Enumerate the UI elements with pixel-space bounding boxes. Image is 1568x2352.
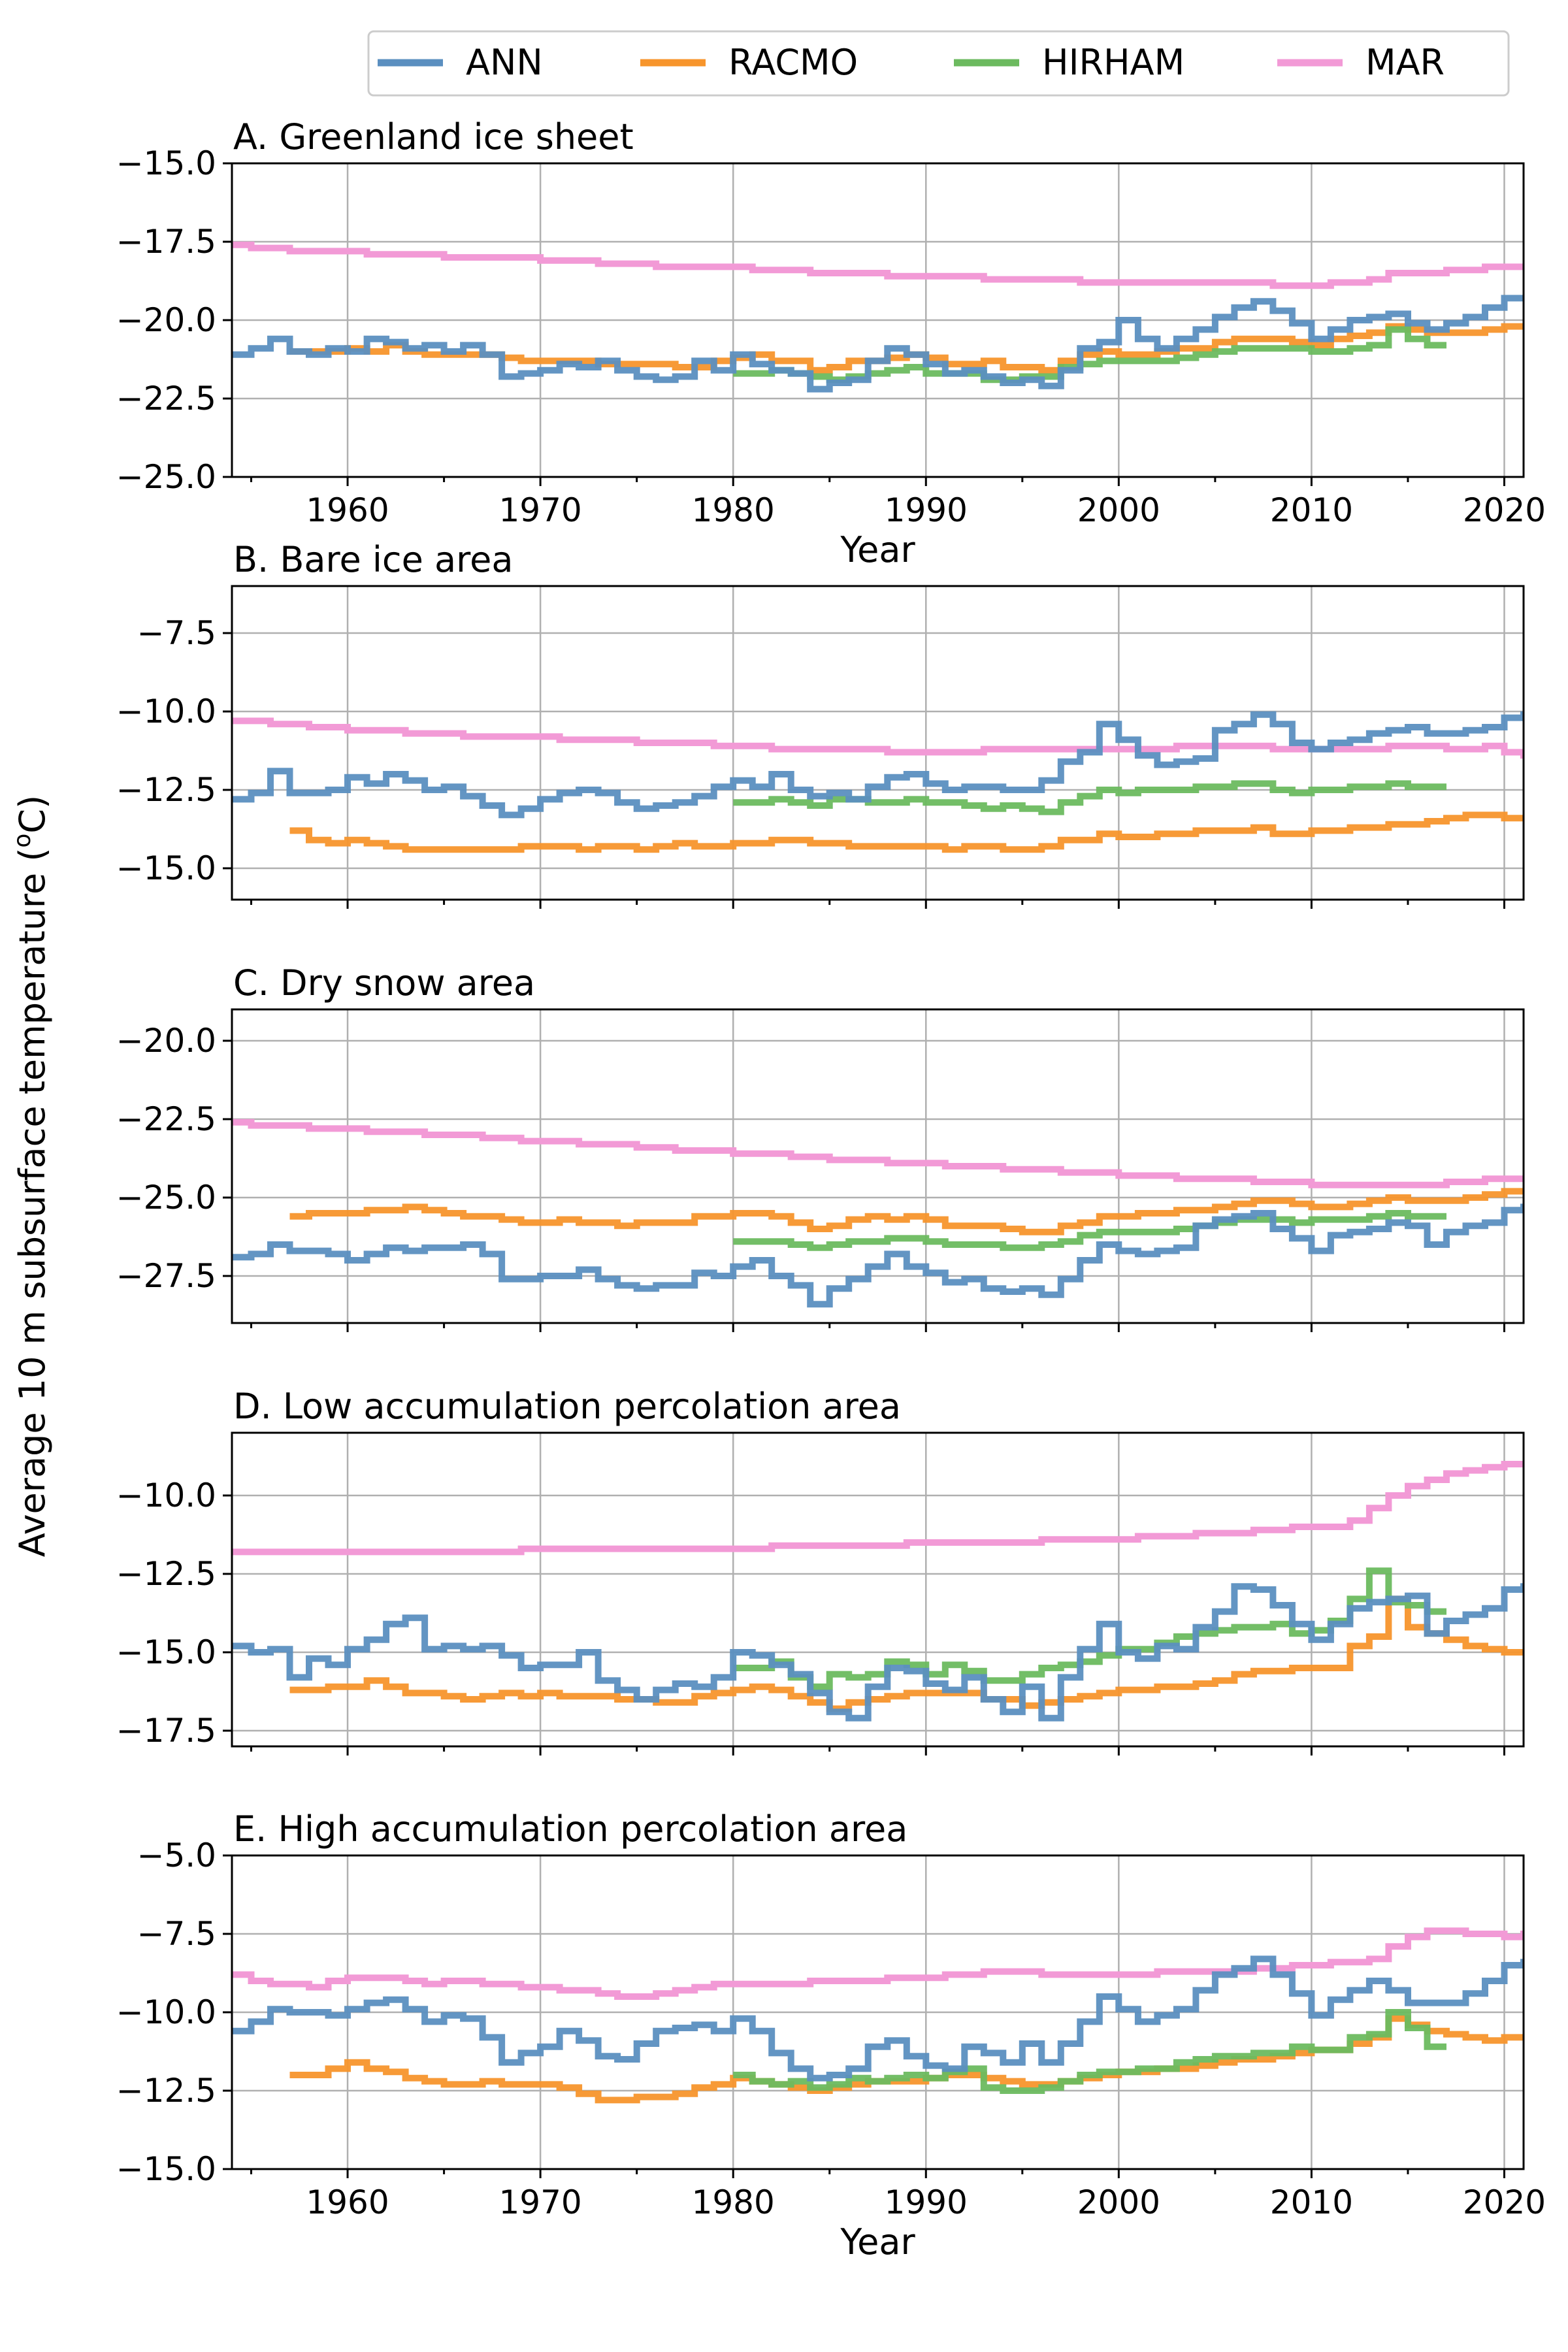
y-tick-label: −12.5 <box>116 2072 216 2110</box>
series-line-racmo <box>289 1595 1524 1712</box>
x-tick-label: 1970 <box>498 491 581 529</box>
axes-frame <box>231 1431 1525 1748</box>
series-line-hirham <box>733 1210 1446 1251</box>
panel-e: −5.0 −7.5 −10.0 −12.5 −15.0 1960 1970 1980 1990 2… <box>116 1808 1546 2262</box>
y-tick-label: −25.0 <box>116 458 216 496</box>
series-group <box>232 241 1524 393</box>
panel-title: D. Low accumulation percolation area <box>233 1386 901 1427</box>
series-line-ann <box>232 1583 1524 1722</box>
y-tick-label: −25.0 <box>116 1179 216 1217</box>
series-line-mar <box>232 241 1524 289</box>
x-tick-label: 2020 <box>1463 2183 1546 2221</box>
panel-a: −15.0 −17.5 −20.0 −22.5 −25.0 1960 1970 1980 199… <box>116 116 1546 570</box>
y-tick-label: −12.5 <box>116 771 216 809</box>
panel-title: E. High accumulation percolation area <box>233 1808 907 1850</box>
series-line-mar <box>232 1461 1524 1556</box>
y-axis-label-prefix: Average 10 m subsurface temperature ( <box>12 848 53 1558</box>
panel-title: C. Dry snow area <box>233 962 535 1004</box>
y-tick-label: −10.0 <box>116 1993 216 2031</box>
y-tick-label: −7.5 <box>137 1915 216 1953</box>
panel-title: B. Bare ice area <box>233 539 513 580</box>
x-axis-label: Year <box>840 2221 915 2262</box>
x-tick-label: 2000 <box>1077 491 1160 529</box>
legend-frame <box>367 30 1510 97</box>
legend-label-hirham: HIRHAM <box>1042 42 1184 83</box>
x-axis-label: Year <box>840 529 915 570</box>
series-group <box>232 1461 1524 1722</box>
series-line-ann <box>232 1203 1524 1308</box>
x-tick-label: 2000 <box>1077 2183 1160 2221</box>
x-tick-label: 1970 <box>498 2183 581 2221</box>
axes-frame <box>231 585 1525 901</box>
panel-d: −10.0 −12.5 −15.0 −17.5 D. Low accumulation … <box>116 1386 1525 1756</box>
legend-label-racmo: RACMO <box>728 42 858 83</box>
y-axis-label-suffix: C) <box>12 795 53 834</box>
x-tick-label: 1990 <box>885 2183 968 2221</box>
legend-label-ann: ANN <box>466 42 543 83</box>
x-tick-label: 2020 <box>1463 491 1546 529</box>
series-line-racmo <box>289 811 1524 853</box>
y-tick-label: −22.5 <box>116 1100 216 1138</box>
x-tick-label: 1990 <box>885 491 968 529</box>
y-tick-label: −15.0 <box>116 2150 216 2188</box>
y-tick-label: −22.5 <box>116 380 216 417</box>
x-tick-label: 2010 <box>1270 2183 1353 2221</box>
y-tick-label: −5.0 <box>137 1837 216 1874</box>
y-tick-label: −10.0 <box>116 1477 216 1514</box>
y-axis-label: Average 10 m subsurface temperature (oC) <box>9 795 53 1557</box>
x-tick-label: 1980 <box>692 2183 775 2221</box>
series-line-mar <box>232 1927 1524 2000</box>
legend-label-mar: MAR <box>1365 42 1445 83</box>
series-line-ann <box>232 295 1524 393</box>
series-line-mar <box>232 1119 1524 1188</box>
x-tick-label: 1980 <box>692 491 775 529</box>
series-line-hirham <box>733 2009 1446 2094</box>
y-tick-label: −10.0 <box>116 693 216 730</box>
y-tick-label: −15.0 <box>116 1633 216 1671</box>
x-tick-label: 1960 <box>306 491 389 529</box>
y-tick-label: −20.0 <box>116 301 216 339</box>
panel-c: −20.0 −22.5 −25.0 −27.5 C. Dry snow area <box>116 962 1525 1332</box>
x-tick-label: 2010 <box>1270 491 1353 529</box>
y-tick-label: −12.5 <box>116 1555 216 1593</box>
panel-title: A. Greenland ice sheet <box>233 116 634 157</box>
y-tick-label: −15.0 <box>116 144 216 182</box>
series-line-ann <box>232 711 1524 819</box>
series-group <box>232 711 1524 853</box>
y-axis-label-superscript: o <box>9 834 36 848</box>
series-group <box>232 1927 1524 2104</box>
series-group <box>232 1119 1524 1308</box>
legend: ANN RACMO HIRHAM MAR <box>367 30 1510 97</box>
x-tick-label: 1960 <box>306 2183 389 2221</box>
series-line-mar <box>232 717 1524 759</box>
series-line-ann <box>232 1955 1524 2082</box>
axes-frame <box>231 1008 1525 1324</box>
y-tick-label: −7.5 <box>137 614 216 652</box>
panel-b: −7.5 −10.0 −12.5 −15.0 B. Bare ice area <box>116 539 1525 909</box>
y-tick-label: −15.0 <box>116 849 216 887</box>
series-line-racmo <box>289 1188 1524 1235</box>
y-tick-label: −20.0 <box>116 1022 216 1060</box>
y-tick-label: −27.5 <box>116 1257 216 1295</box>
y-tick-label: −17.5 <box>116 223 216 261</box>
y-tick-label: −17.5 <box>116 1712 216 1750</box>
